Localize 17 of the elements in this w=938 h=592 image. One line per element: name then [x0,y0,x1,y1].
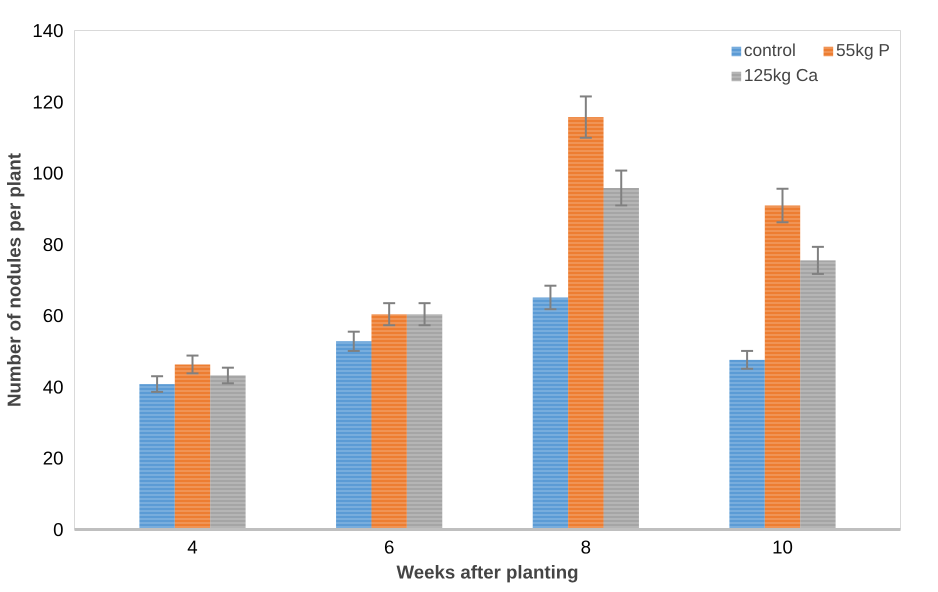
legend-label: 55kg P [836,40,890,61]
y-tick-label: 100 [32,162,64,184]
y-tick-label: 20 [42,448,64,469]
x-tick-label: 6 [384,536,394,558]
y-tick-label: 80 [42,234,64,255]
y-tick-label: 120 [32,91,64,112]
x-axis-title: Weeks after planting [396,562,579,582]
y-tick-label: 140 [32,20,64,41]
x-tick-label: 8 [580,536,592,558]
y-tick-label: 60 [42,305,64,326]
y-tick-label: 40 [42,376,64,398]
x-tick-label: 4 [187,536,198,558]
legend-label: control [744,40,796,61]
legend-label: 125kg Ca [744,65,818,86]
y-axis-title: Number of nodules per plant [3,153,24,407]
x-tick-label: 10 [772,536,793,558]
y-tick-label: 0 [53,519,64,540]
